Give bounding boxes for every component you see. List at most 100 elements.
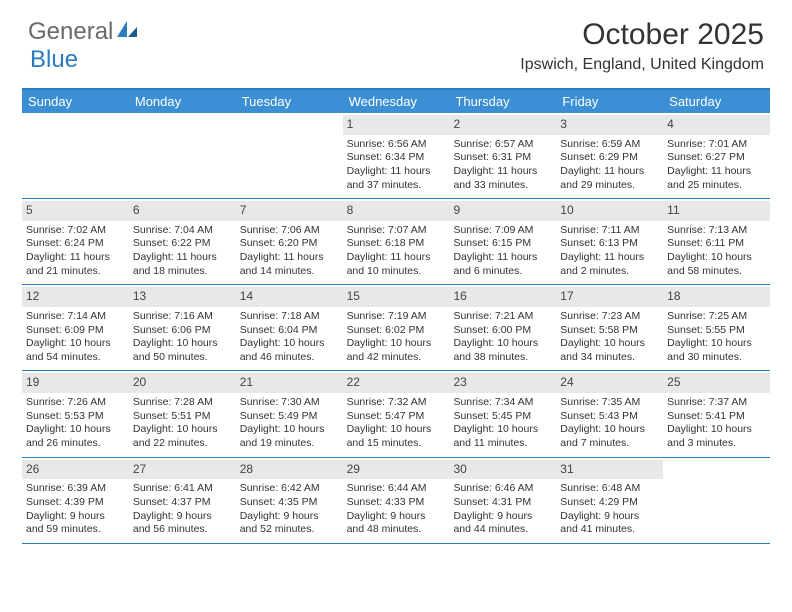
sunrise-line: Sunrise: 7:28 AM — [133, 396, 232, 410]
day-cell: 16Sunrise: 7:21 AMSunset: 6:00 PMDayligh… — [449, 285, 556, 370]
day-number: 10 — [556, 201, 663, 221]
daylight-line: Daylight: 11 hours and 14 minutes. — [240, 251, 339, 278]
sunrise-line: Sunrise: 6:56 AM — [347, 138, 446, 152]
day-cell: 26Sunrise: 6:39 AMSunset: 4:39 PMDayligh… — [22, 458, 129, 543]
day-cell: 10Sunrise: 7:11 AMSunset: 6:13 PMDayligh… — [556, 199, 663, 284]
week-row: 5Sunrise: 7:02 AMSunset: 6:24 PMDaylight… — [22, 199, 770, 285]
day-number — [129, 115, 236, 135]
day-cell: 27Sunrise: 6:41 AMSunset: 4:37 PMDayligh… — [129, 458, 236, 543]
daylight-line: Daylight: 10 hours and 50 minutes. — [133, 337, 232, 364]
day-cell: 30Sunrise: 6:46 AMSunset: 4:31 PMDayligh… — [449, 458, 556, 543]
day-cell: 23Sunrise: 7:34 AMSunset: 5:45 PMDayligh… — [449, 371, 556, 456]
sunrise-line: Sunrise: 7:37 AM — [667, 396, 766, 410]
day-number: 13 — [129, 287, 236, 307]
daylight-line: Daylight: 10 hours and 54 minutes. — [26, 337, 125, 364]
sunset-line: Sunset: 6:22 PM — [133, 237, 232, 251]
day-header: Monday — [129, 90, 236, 113]
sunrise-line: Sunrise: 7:35 AM — [560, 396, 659, 410]
calendar: SundayMondayTuesdayWednesdayThursdayFrid… — [22, 88, 770, 544]
sunrise-line: Sunrise: 7:19 AM — [347, 310, 446, 324]
sunset-line: Sunset: 6:15 PM — [453, 237, 552, 251]
sunrise-line: Sunrise: 6:39 AM — [26, 482, 125, 496]
day-cell: 22Sunrise: 7:32 AMSunset: 5:47 PMDayligh… — [343, 371, 450, 456]
day-number: 4 — [663, 115, 770, 135]
sunrise-line: Sunrise: 7:16 AM — [133, 310, 232, 324]
day-cell: 13Sunrise: 7:16 AMSunset: 6:06 PMDayligh… — [129, 285, 236, 370]
day-cell: 29Sunrise: 6:44 AMSunset: 4:33 PMDayligh… — [343, 458, 450, 543]
sunrise-line: Sunrise: 7:09 AM — [453, 224, 552, 238]
day-cell: 17Sunrise: 7:23 AMSunset: 5:58 PMDayligh… — [556, 285, 663, 370]
daylight-line: Daylight: 11 hours and 6 minutes. — [453, 251, 552, 278]
sunrise-line: Sunrise: 7:30 AM — [240, 396, 339, 410]
brand-blue: Blue — [30, 46, 78, 74]
day-cell: 2Sunrise: 6:57 AMSunset: 6:31 PMDaylight… — [449, 113, 556, 198]
week-row: 12Sunrise: 7:14 AMSunset: 6:09 PMDayligh… — [22, 285, 770, 371]
week-row: 1 Sunrise: 6:56 AMSunset: 6:34 PMDaylight… — [22, 113, 770, 199]
day-cell: 8Sunrise: 7:07 AMSunset: 6:18 PMDaylight… — [343, 199, 450, 284]
sunset-line: Sunset: 6:29 PM — [560, 151, 659, 165]
day-number: 23 — [449, 373, 556, 393]
sunrise-line: Sunrise: 7:32 AM — [347, 396, 446, 410]
sunset-line: Sunset: 5:45 PM — [453, 410, 552, 424]
day-number — [663, 460, 770, 480]
day-cell: 21Sunrise: 7:30 AMSunset: 5:49 PMDayligh… — [236, 371, 343, 456]
sunrise-line: Sunrise: 7:13 AM — [667, 224, 766, 238]
sunset-line: Sunset: 6:34 PM — [347, 151, 446, 165]
location: Ipswich, England, United Kingdom — [520, 56, 764, 74]
sunrise-line: Sunrise: 7:18 AM — [240, 310, 339, 324]
daylight-line: Daylight: 10 hours and 38 minutes. — [453, 337, 552, 364]
day-cell: 7Sunrise: 7:06 AMSunset: 6:20 PMDaylight… — [236, 199, 343, 284]
day-number: 3 — [556, 115, 663, 135]
day-header: Wednesday — [343, 90, 450, 113]
day-header: Friday — [556, 90, 663, 113]
day-number: 30 — [449, 460, 556, 480]
sunrise-line: Sunrise: 6:57 AM — [453, 138, 552, 152]
day-header: Thursday — [449, 90, 556, 113]
sunset-line: Sunset: 6:00 PM — [453, 324, 552, 338]
day-number: 14 — [236, 287, 343, 307]
sunrise-line: Sunrise: 6:46 AM — [453, 482, 552, 496]
day-header: Tuesday — [236, 90, 343, 113]
sunset-line: Sunset: 4:35 PM — [240, 496, 339, 510]
day-number: 9 — [449, 201, 556, 221]
sunset-line: Sunset: 4:33 PM — [347, 496, 446, 510]
day-cell — [236, 113, 343, 198]
daylight-line: Daylight: 9 hours and 56 minutes. — [133, 510, 232, 537]
sunset-line: Sunset: 5:43 PM — [560, 410, 659, 424]
daylight-line: Daylight: 9 hours and 59 minutes. — [26, 510, 125, 537]
daylight-line: Daylight: 11 hours and 37 minutes. — [347, 165, 446, 192]
sunrise-line: Sunrise: 6:59 AM — [560, 138, 659, 152]
daylight-line: Daylight: 9 hours and 44 minutes. — [453, 510, 552, 537]
brand-logo: General — [28, 18, 139, 46]
day-header: Sunday — [22, 90, 129, 113]
day-cell: 11Sunrise: 7:13 AMSunset: 6:11 PMDayligh… — [663, 199, 770, 284]
daylight-line: Daylight: 10 hours and 3 minutes. — [667, 423, 766, 450]
daylight-line: Daylight: 10 hours and 11 minutes. — [453, 423, 552, 450]
sunset-line: Sunset: 6:24 PM — [26, 237, 125, 251]
day-cell: 9 Sunrise: 7:09 AMSunset: 6:15 PMDaylight… — [449, 199, 556, 284]
day-cell: 1 Sunrise: 6:56 AMSunset: 6:34 PMDaylight… — [343, 113, 450, 198]
daylight-line: Daylight: 10 hours and 26 minutes. — [26, 423, 125, 450]
day-number — [22, 115, 129, 135]
day-cell: 20Sunrise: 7:28 AMSunset: 5:51 PMDayligh… — [129, 371, 236, 456]
day-number: 22 — [343, 373, 450, 393]
sunrise-line: Sunrise: 6:42 AM — [240, 482, 339, 496]
sunrise-line: Sunrise: 7:01 AM — [667, 138, 766, 152]
sunset-line: Sunset: 5:58 PM — [560, 324, 659, 338]
day-cell: 14Sunrise: 7:18 AMSunset: 6:04 PMDayligh… — [236, 285, 343, 370]
day-number: 19 — [22, 373, 129, 393]
sunset-line: Sunset: 6:27 PM — [667, 151, 766, 165]
day-number: 27 — [129, 460, 236, 480]
sunrise-line: Sunrise: 7:23 AM — [560, 310, 659, 324]
day-number: 12 — [22, 287, 129, 307]
sunset-line: Sunset: 6:04 PM — [240, 324, 339, 338]
day-number: 1 — [343, 115, 450, 135]
sunset-line: Sunset: 6:11 PM — [667, 237, 766, 251]
sunset-line: Sunset: 5:53 PM — [26, 410, 125, 424]
title-block: October 2025 Ipswich, England, United Ki… — [520, 18, 764, 74]
daylight-line: Daylight: 10 hours and 42 minutes. — [347, 337, 446, 364]
daylight-line: Daylight: 10 hours and 34 minutes. — [560, 337, 659, 364]
day-cell — [663, 458, 770, 543]
day-cell: 18Sunrise: 7:25 AMSunset: 5:55 PMDayligh… — [663, 285, 770, 370]
daylight-line: Daylight: 11 hours and 10 minutes. — [347, 251, 446, 278]
